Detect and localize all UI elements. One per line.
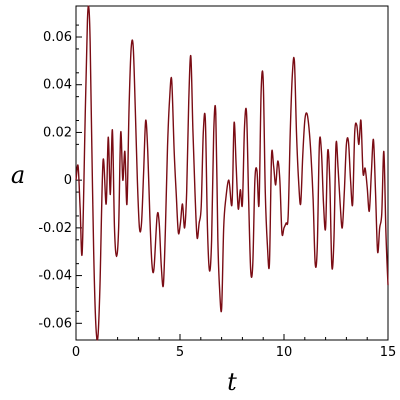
x-tick-label: 15 — [380, 345, 397, 360]
y-tick-label: 0 — [64, 173, 72, 188]
x-tick-label: 10 — [276, 345, 293, 360]
y-tick-label: -0.04 — [38, 269, 72, 284]
x-tick-label: 0 — [72, 345, 80, 360]
series-line — [75, 5, 389, 341]
y-tick-label: 0.02 — [43, 125, 72, 140]
x-tick-label: 5 — [176, 345, 184, 360]
tick-labels: 0 5 10 15 -0.06 -0.04 -0.02 0 0.02 0.04 0.06 — [38, 30, 396, 360]
y-tick-label: 0.04 — [43, 78, 72, 93]
y-tick-label: -0.02 — [38, 221, 72, 236]
x-axis-title: t — [227, 368, 237, 396]
ticks — [75, 24, 389, 340]
series-layer — [75, 5, 389, 341]
y-tick-label: -0.06 — [38, 316, 72, 331]
y-tick-label: 0.06 — [43, 30, 72, 45]
y-axis-title: a — [11, 161, 25, 189]
